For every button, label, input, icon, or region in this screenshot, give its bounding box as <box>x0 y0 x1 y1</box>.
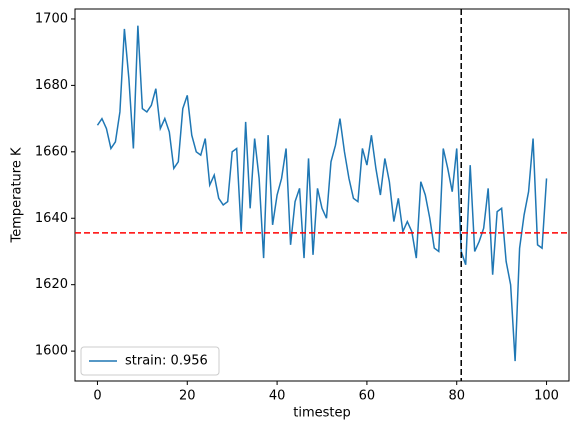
x-tick-label: 20 <box>179 389 196 404</box>
x-tick-label: 40 <box>269 389 286 404</box>
x-axis-label: timestep <box>293 406 351 421</box>
y-tick-label: 1620 <box>35 277 68 292</box>
y-tick-label: 1680 <box>35 78 68 93</box>
x-tick-label: 60 <box>359 389 376 404</box>
legend-label: strain: 0.956 <box>125 354 208 369</box>
plot-frame <box>74 8 570 382</box>
legend-box <box>80 346 220 376</box>
y-tick-label: 1660 <box>35 144 68 159</box>
x-tick-label: 100 <box>534 389 559 404</box>
y-tick-label: 1600 <box>35 344 68 359</box>
data-line <box>96 25 548 362</box>
x-tick-label: 0 <box>93 389 101 404</box>
x-tick-label: 80 <box>448 389 465 404</box>
y-tick-label: 1700 <box>35 11 68 26</box>
y-tick-label: 1640 <box>35 211 68 226</box>
y-axis-label: Temperature K <box>10 147 25 243</box>
